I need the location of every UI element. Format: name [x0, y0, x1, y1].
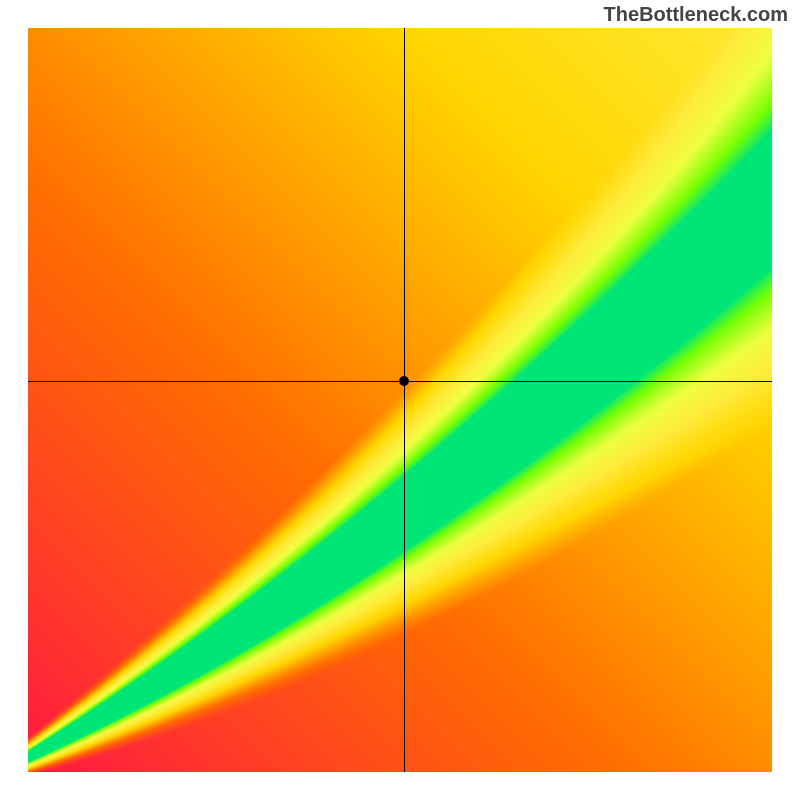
crosshair-vertical: [404, 28, 405, 772]
watermark-text: TheBottleneck.com: [604, 4, 788, 27]
chart-container: TheBottleneck.com: [0, 0, 800, 800]
plot-frame: [28, 28, 772, 772]
crosshair-marker: [399, 376, 409, 386]
heatmap-canvas: [28, 28, 772, 772]
